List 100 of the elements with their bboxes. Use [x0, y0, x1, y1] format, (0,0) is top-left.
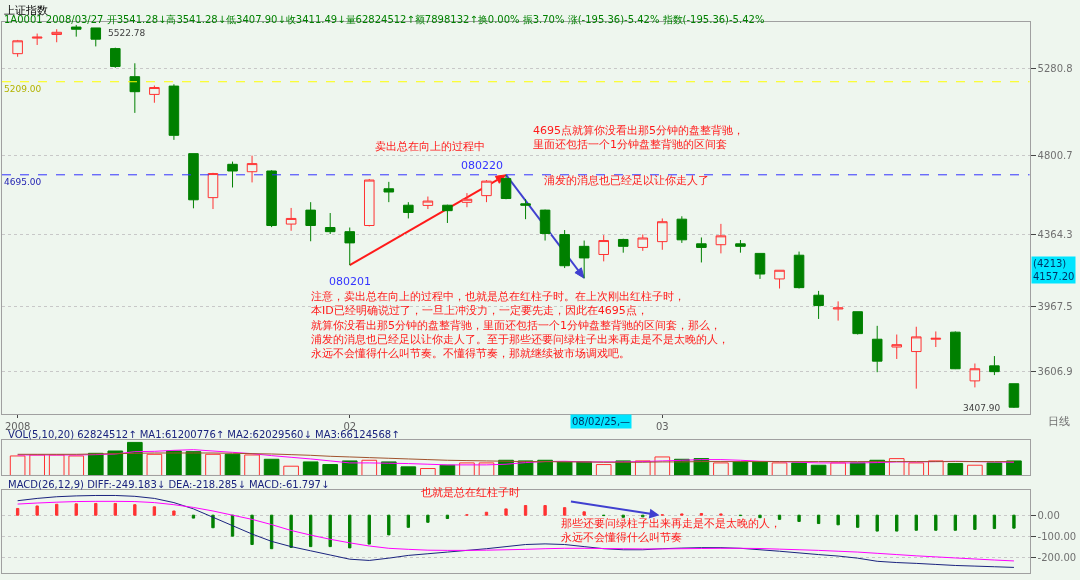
- annotation: 080220: [461, 159, 503, 172]
- bar: [484, 511, 489, 516]
- bar: [35, 505, 39, 516]
- annotation: 也就是总在红柱子时: [421, 486, 520, 499]
- candlestick: [637, 233, 649, 252]
- candlestick: [188, 153, 199, 209]
- candlestick: [324, 212, 336, 235]
- bar: [48, 454, 65, 476]
- y-tick-label: 0.00: [1037, 509, 1060, 521]
- candlestick: [461, 192, 473, 208]
- candlestick: [520, 198, 531, 220]
- chart-title: VOL(5,10,20) 62824512↑ MA1:61200776↑ MA2:62029560↓ MA3:66124568↑: [8, 429, 400, 440]
- bar: [127, 441, 143, 476]
- candlestick: [969, 363, 981, 388]
- bar: [205, 453, 221, 476]
- candlestick: [110, 47, 121, 69]
- candlestick: [657, 217, 668, 251]
- y-tick-label: 4800.7: [1037, 150, 1073, 162]
- bar: [29, 454, 45, 476]
- candlestick: [403, 201, 414, 219]
- bar: [621, 514, 625, 518]
- candlestick: [285, 207, 297, 232]
- candlestick: [735, 239, 746, 254]
- bar: [562, 507, 567, 516]
- candlestick: [246, 155, 258, 183]
- bar: [523, 505, 528, 516]
- bar: [289, 514, 293, 548]
- bar: [797, 514, 801, 522]
- text: 08/02/25,—: [572, 416, 631, 427]
- bar: [9, 455, 26, 476]
- bar: [55, 503, 59, 516]
- annotation: 浦发的消息也已经足以让你走人了: [544, 174, 709, 187]
- candlestick: [344, 227, 356, 266]
- candlestick: [305, 201, 316, 242]
- bar: [752, 461, 768, 476]
- candlestick: [422, 196, 434, 210]
- y-tick-label: 5280.8: [1037, 63, 1073, 75]
- bar: [250, 514, 254, 546]
- bar: [113, 502, 117, 516]
- line-series: [17, 500, 1015, 562]
- bar: [777, 514, 782, 520]
- bar: [771, 462, 788, 476]
- candlestick: [227, 161, 238, 188]
- candlestick: [774, 269, 785, 290]
- y-tick-label: -100.00: [1037, 530, 1077, 542]
- bar: [302, 461, 319, 476]
- bar: [406, 514, 411, 528]
- candlestick: [149, 85, 160, 104]
- ref-line-label: 4695.00: [4, 177, 42, 187]
- candlestick: [500, 174, 512, 200]
- candlestick: [363, 178, 375, 227]
- candlestick: [207, 172, 219, 210]
- candlestick: [70, 24, 82, 38]
- bar: [1006, 460, 1022, 476]
- candlestick: [617, 238, 629, 254]
- bar: [556, 461, 573, 476]
- bar: [322, 464, 339, 476]
- bar: [582, 511, 586, 516]
- bar: [380, 461, 397, 476]
- ref-line-label: 5209.00: [4, 84, 42, 94]
- candlestick: [598, 234, 609, 262]
- annotation: 3407.90: [963, 403, 1001, 413]
- bar: [810, 464, 827, 476]
- bar: [224, 453, 241, 476]
- chart-title: MACD(26,12,9) DIFF:-249.183↓ DEA:-218.285↓ MACD:-61.797↓: [8, 479, 330, 490]
- bar: [244, 454, 260, 476]
- annotation: 080201: [329, 275, 371, 288]
- bar: [348, 514, 352, 549]
- candlestick: [852, 311, 863, 336]
- bar: [146, 453, 163, 476]
- bar: [895, 514, 899, 532]
- bar: [855, 514, 860, 528]
- candlestick: [168, 83, 180, 141]
- bar: [87, 452, 104, 476]
- bar: [732, 461, 749, 476]
- candlestick: [1008, 383, 1020, 409]
- candlestick: [989, 355, 1000, 376]
- bar: [537, 459, 553, 476]
- bar: [934, 514, 938, 531]
- bar: [172, 510, 176, 516]
- bar: [439, 464, 456, 476]
- bar: [152, 506, 157, 516]
- bar: [816, 514, 821, 525]
- candlestick: [754, 252, 766, 280]
- candlestick: [930, 330, 942, 348]
- bar: [1012, 514, 1016, 529]
- candlestick: [696, 236, 707, 263]
- x-tick-label: 03: [655, 420, 669, 432]
- bar: [875, 514, 879, 532]
- candlestick: [12, 39, 23, 58]
- bar: [908, 462, 925, 476]
- bar: [15, 507, 20, 516]
- bar: [947, 463, 964, 476]
- bar: [967, 464, 983, 476]
- bar: [504, 508, 508, 516]
- bar: [328, 514, 332, 548]
- bar: [263, 458, 280, 476]
- bar: [94, 502, 98, 516]
- text: 日线: [1048, 415, 1070, 428]
- bar: [166, 450, 182, 476]
